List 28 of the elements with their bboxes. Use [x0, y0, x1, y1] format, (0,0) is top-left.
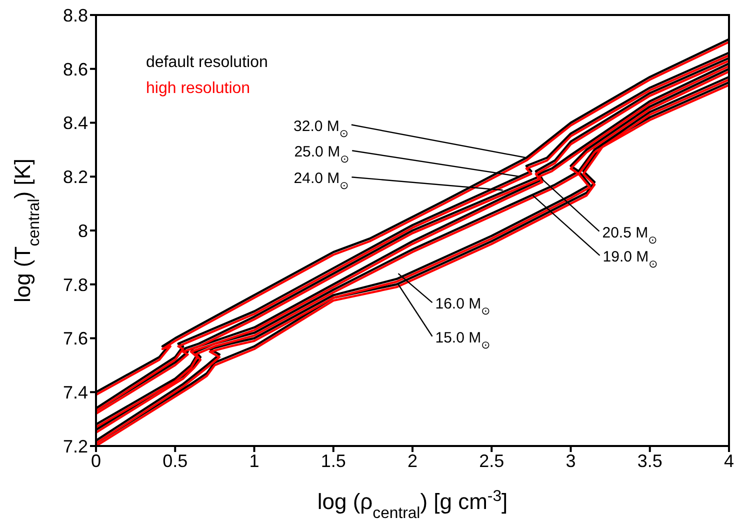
annotation: 16.0 M$_{⊙}$ [435, 296, 490, 318]
annotation: 19.0 M$_{⊙}$ [602, 248, 658, 270]
y-tick-label: 8.4 [62, 113, 88, 134]
y-tick-label: 7.8 [62, 274, 88, 295]
annotation: 24.0 M$_{⊙}$ [294, 170, 349, 192]
y-tick-label: 8.2 [62, 167, 88, 188]
x-tick-label: 3 [566, 450, 576, 471]
x-tick-label: 2 [407, 450, 418, 471]
annotation: 15.0 M$_{⊙}$ [435, 329, 490, 352]
x-tick-label: 0 [90, 450, 102, 471]
x-tick-label: 3.5 [637, 450, 662, 471]
x-tick-label: 0.5 [162, 450, 188, 471]
y-tick-label: 7.4 [62, 382, 88, 403]
x-tick-label: 2.5 [479, 450, 504, 471]
x-tick-label: 4 [724, 450, 734, 471]
x-axis-title: log (ρ$_{central}$) [g cm$^{-3}$] [317, 488, 508, 521]
annotation: 25.0 M$_{⊙}$ [294, 144, 350, 166]
y-tick-label: 8.8 [62, 5, 88, 26]
y-tick-label: 7.2 [62, 436, 88, 456]
x-tick-label: 1.5 [320, 450, 346, 471]
y-tick-label: 8 [78, 220, 88, 241]
y-tick-label: 8.6 [62, 59, 88, 80]
annotation: 32.0 M$_{⊙}$ [294, 118, 348, 140]
annotation: 20.5 M$_{⊙}$ [602, 224, 658, 246]
text: default resolution [146, 54, 268, 71]
text: high resolution [146, 80, 250, 97]
x-tick-label: 1 [249, 450, 260, 471]
y-tick-label: 7.6 [62, 328, 88, 349]
